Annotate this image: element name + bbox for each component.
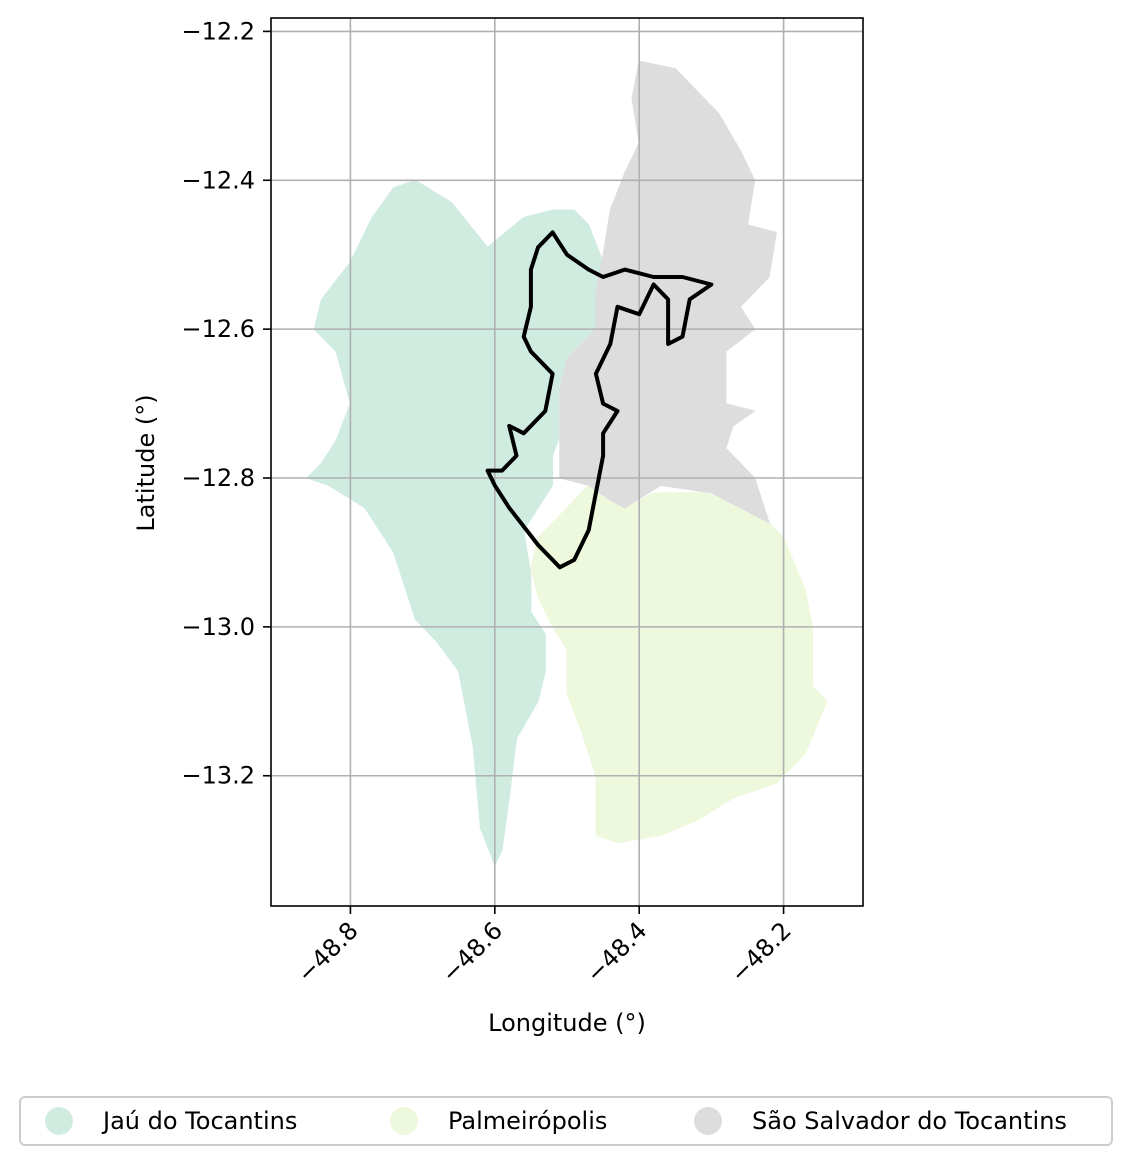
x-axis-ticks: −48.8 −48.6 −48.4 −48.2 [292,906,797,988]
map-regions [306,60,828,866]
x-tick-label-2: −48.4 [581,916,653,988]
boundary-line-group [485,230,714,570]
legend: Jaú do Tocantins Palmeirópolis São Salva… [19,1096,1113,1146]
grid-lines [271,18,863,906]
y-tick-label-5: −13.2 [181,762,255,790]
legend-label-jau: Jaú do Tocantins [103,1107,298,1135]
legend-swatch-sao-salvador [694,1107,722,1135]
y-tick-label-4: −13.0 [181,613,255,641]
legend-swatch-jau [45,1107,73,1135]
y-tick-label-2: −12.6 [181,315,255,343]
legend-item-sao-salvador: São Salvador do Tocantins [694,1098,1067,1144]
region-palmeiropolis [530,484,828,844]
x-tick-label-3: −48.2 [725,916,797,988]
y-tick-label-3: −12.8 [181,464,255,492]
boundary-line [485,230,714,570]
legend-item-palmeiropolis: Palmeirópolis [390,1098,607,1144]
legend-label-sao-salvador: São Salvador do Tocantins [752,1107,1067,1135]
legend-swatch-palmeiropolis [390,1107,418,1135]
plot-frame [270,17,864,907]
x-axis-label: Longitude (°) [488,1009,646,1037]
legend-label-palmeiropolis: Palmeirópolis [448,1107,608,1135]
x-tick-label-1: −48.6 [436,916,508,988]
y-axis-label: Latitude (°) [132,394,160,531]
legend-item-jau: Jaú do Tocantins [45,1098,297,1144]
y-tick-label-1: −12.4 [181,166,255,194]
y-axis-ticks: −12.2 −12.4 −12.6 −12.8 −13.0 −13.2 [181,17,271,790]
y-tick-label-0: −12.2 [181,17,255,45]
x-tick-label-0: −48.8 [292,916,364,988]
